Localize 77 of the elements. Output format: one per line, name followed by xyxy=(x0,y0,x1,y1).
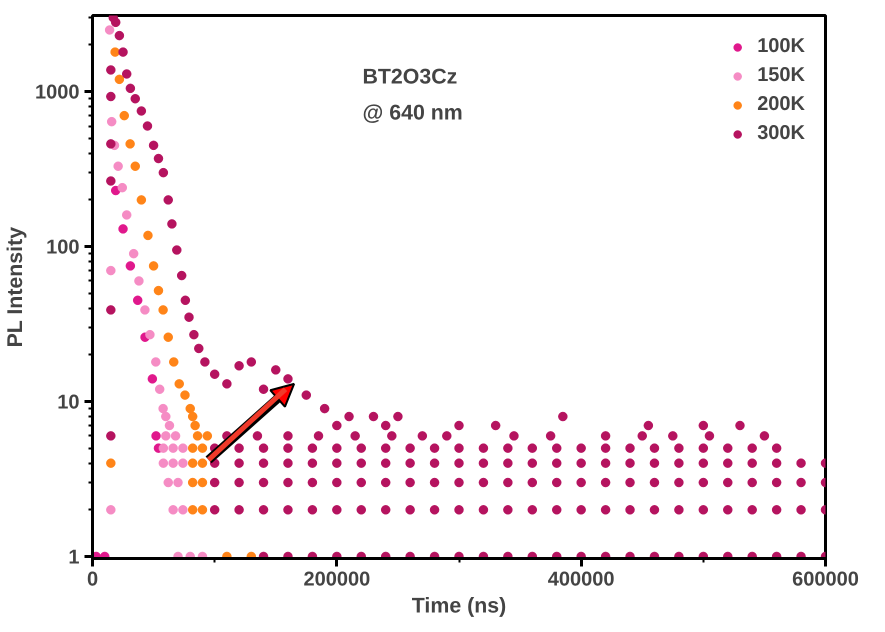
point xyxy=(163,478,173,488)
point xyxy=(188,458,198,468)
point xyxy=(190,420,200,430)
point xyxy=(132,296,142,306)
point xyxy=(158,458,168,468)
point xyxy=(122,210,132,220)
point xyxy=(198,458,208,468)
x-axis-title: Time (ns) xyxy=(412,594,506,618)
legend-label: 200K xyxy=(757,93,805,116)
legend-label: 100K xyxy=(757,35,805,58)
point xyxy=(118,182,128,192)
point xyxy=(188,505,198,515)
point xyxy=(168,458,178,468)
point xyxy=(106,266,116,276)
point xyxy=(104,25,114,35)
point xyxy=(170,431,180,441)
y-axis-title: PL Intensity xyxy=(3,226,28,348)
point xyxy=(198,443,208,453)
y-tick-label: 1000 xyxy=(35,82,80,104)
point xyxy=(118,224,128,234)
y-tick-label: 100 xyxy=(46,236,80,259)
x-tick-label: 400000 xyxy=(548,568,615,590)
y-tick-label: 1 xyxy=(68,546,80,568)
x-tick-label: 0 xyxy=(86,568,98,590)
point xyxy=(161,431,171,441)
point xyxy=(128,248,138,258)
legend-label: 300K xyxy=(757,122,805,145)
point xyxy=(125,139,135,149)
point xyxy=(185,404,195,414)
point xyxy=(134,276,144,286)
point xyxy=(136,195,146,205)
point xyxy=(154,384,164,394)
point xyxy=(106,458,116,468)
point xyxy=(198,478,208,488)
point xyxy=(106,116,116,126)
point xyxy=(130,161,140,171)
x-tick-label: 200000 xyxy=(303,568,370,590)
point xyxy=(145,330,155,340)
point xyxy=(110,47,120,57)
point xyxy=(106,505,116,515)
point xyxy=(140,305,150,315)
point xyxy=(154,286,164,296)
point xyxy=(168,505,178,515)
point xyxy=(202,431,212,441)
point xyxy=(114,74,124,84)
point xyxy=(188,412,198,422)
annotation: BT2O3Cz xyxy=(362,64,458,88)
point xyxy=(168,357,178,367)
point xyxy=(174,379,184,389)
point xyxy=(120,110,130,120)
y-tick-label: 10 xyxy=(57,392,80,414)
point xyxy=(188,443,198,453)
legend-label: 150K xyxy=(757,64,805,87)
point xyxy=(148,261,158,271)
annotation: @ 640 nm xyxy=(362,100,463,124)
point xyxy=(173,478,183,488)
point xyxy=(198,505,208,515)
point xyxy=(188,478,198,488)
point xyxy=(168,443,178,453)
point xyxy=(192,431,202,441)
x-tick-label: 600000 xyxy=(792,568,859,590)
point xyxy=(126,261,136,271)
point xyxy=(163,332,173,342)
point xyxy=(180,390,190,400)
point xyxy=(158,305,168,315)
point xyxy=(148,374,158,384)
point xyxy=(113,161,123,171)
point xyxy=(158,443,168,453)
point xyxy=(178,458,188,468)
point xyxy=(143,230,153,240)
point xyxy=(158,404,168,414)
point xyxy=(178,443,188,453)
point xyxy=(178,505,188,515)
point xyxy=(151,431,161,441)
point xyxy=(161,412,171,422)
point xyxy=(164,420,174,430)
point xyxy=(151,357,161,367)
